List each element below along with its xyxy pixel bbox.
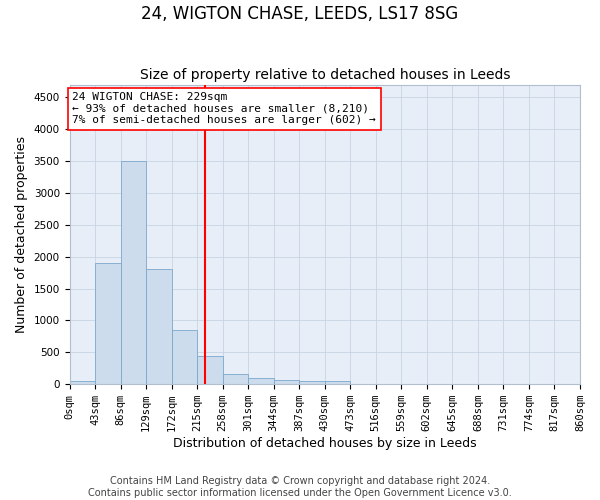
Title: Size of property relative to detached houses in Leeds: Size of property relative to detached ho…: [140, 68, 510, 82]
Text: 24 WIGTON CHASE: 229sqm
← 93% of detached houses are smaller (8,210)
7% of semi-: 24 WIGTON CHASE: 229sqm ← 93% of detache…: [73, 92, 376, 126]
X-axis label: Distribution of detached houses by size in Leeds: Distribution of detached houses by size …: [173, 437, 476, 450]
Bar: [325, 382, 350, 384]
Bar: [299, 380, 325, 384]
Bar: [248, 378, 274, 384]
Bar: [121, 161, 146, 384]
Y-axis label: Number of detached properties: Number of detached properties: [15, 136, 28, 333]
Bar: [223, 374, 248, 384]
Text: Contains HM Land Registry data © Crown copyright and database right 2024.
Contai: Contains HM Land Registry data © Crown c…: [88, 476, 512, 498]
Bar: [70, 381, 95, 384]
Bar: [197, 356, 223, 384]
Text: 24, WIGTON CHASE, LEEDS, LS17 8SG: 24, WIGTON CHASE, LEEDS, LS17 8SG: [142, 5, 458, 23]
Bar: [95, 263, 121, 384]
Bar: [146, 270, 172, 384]
Bar: [274, 380, 299, 384]
Bar: [172, 330, 197, 384]
